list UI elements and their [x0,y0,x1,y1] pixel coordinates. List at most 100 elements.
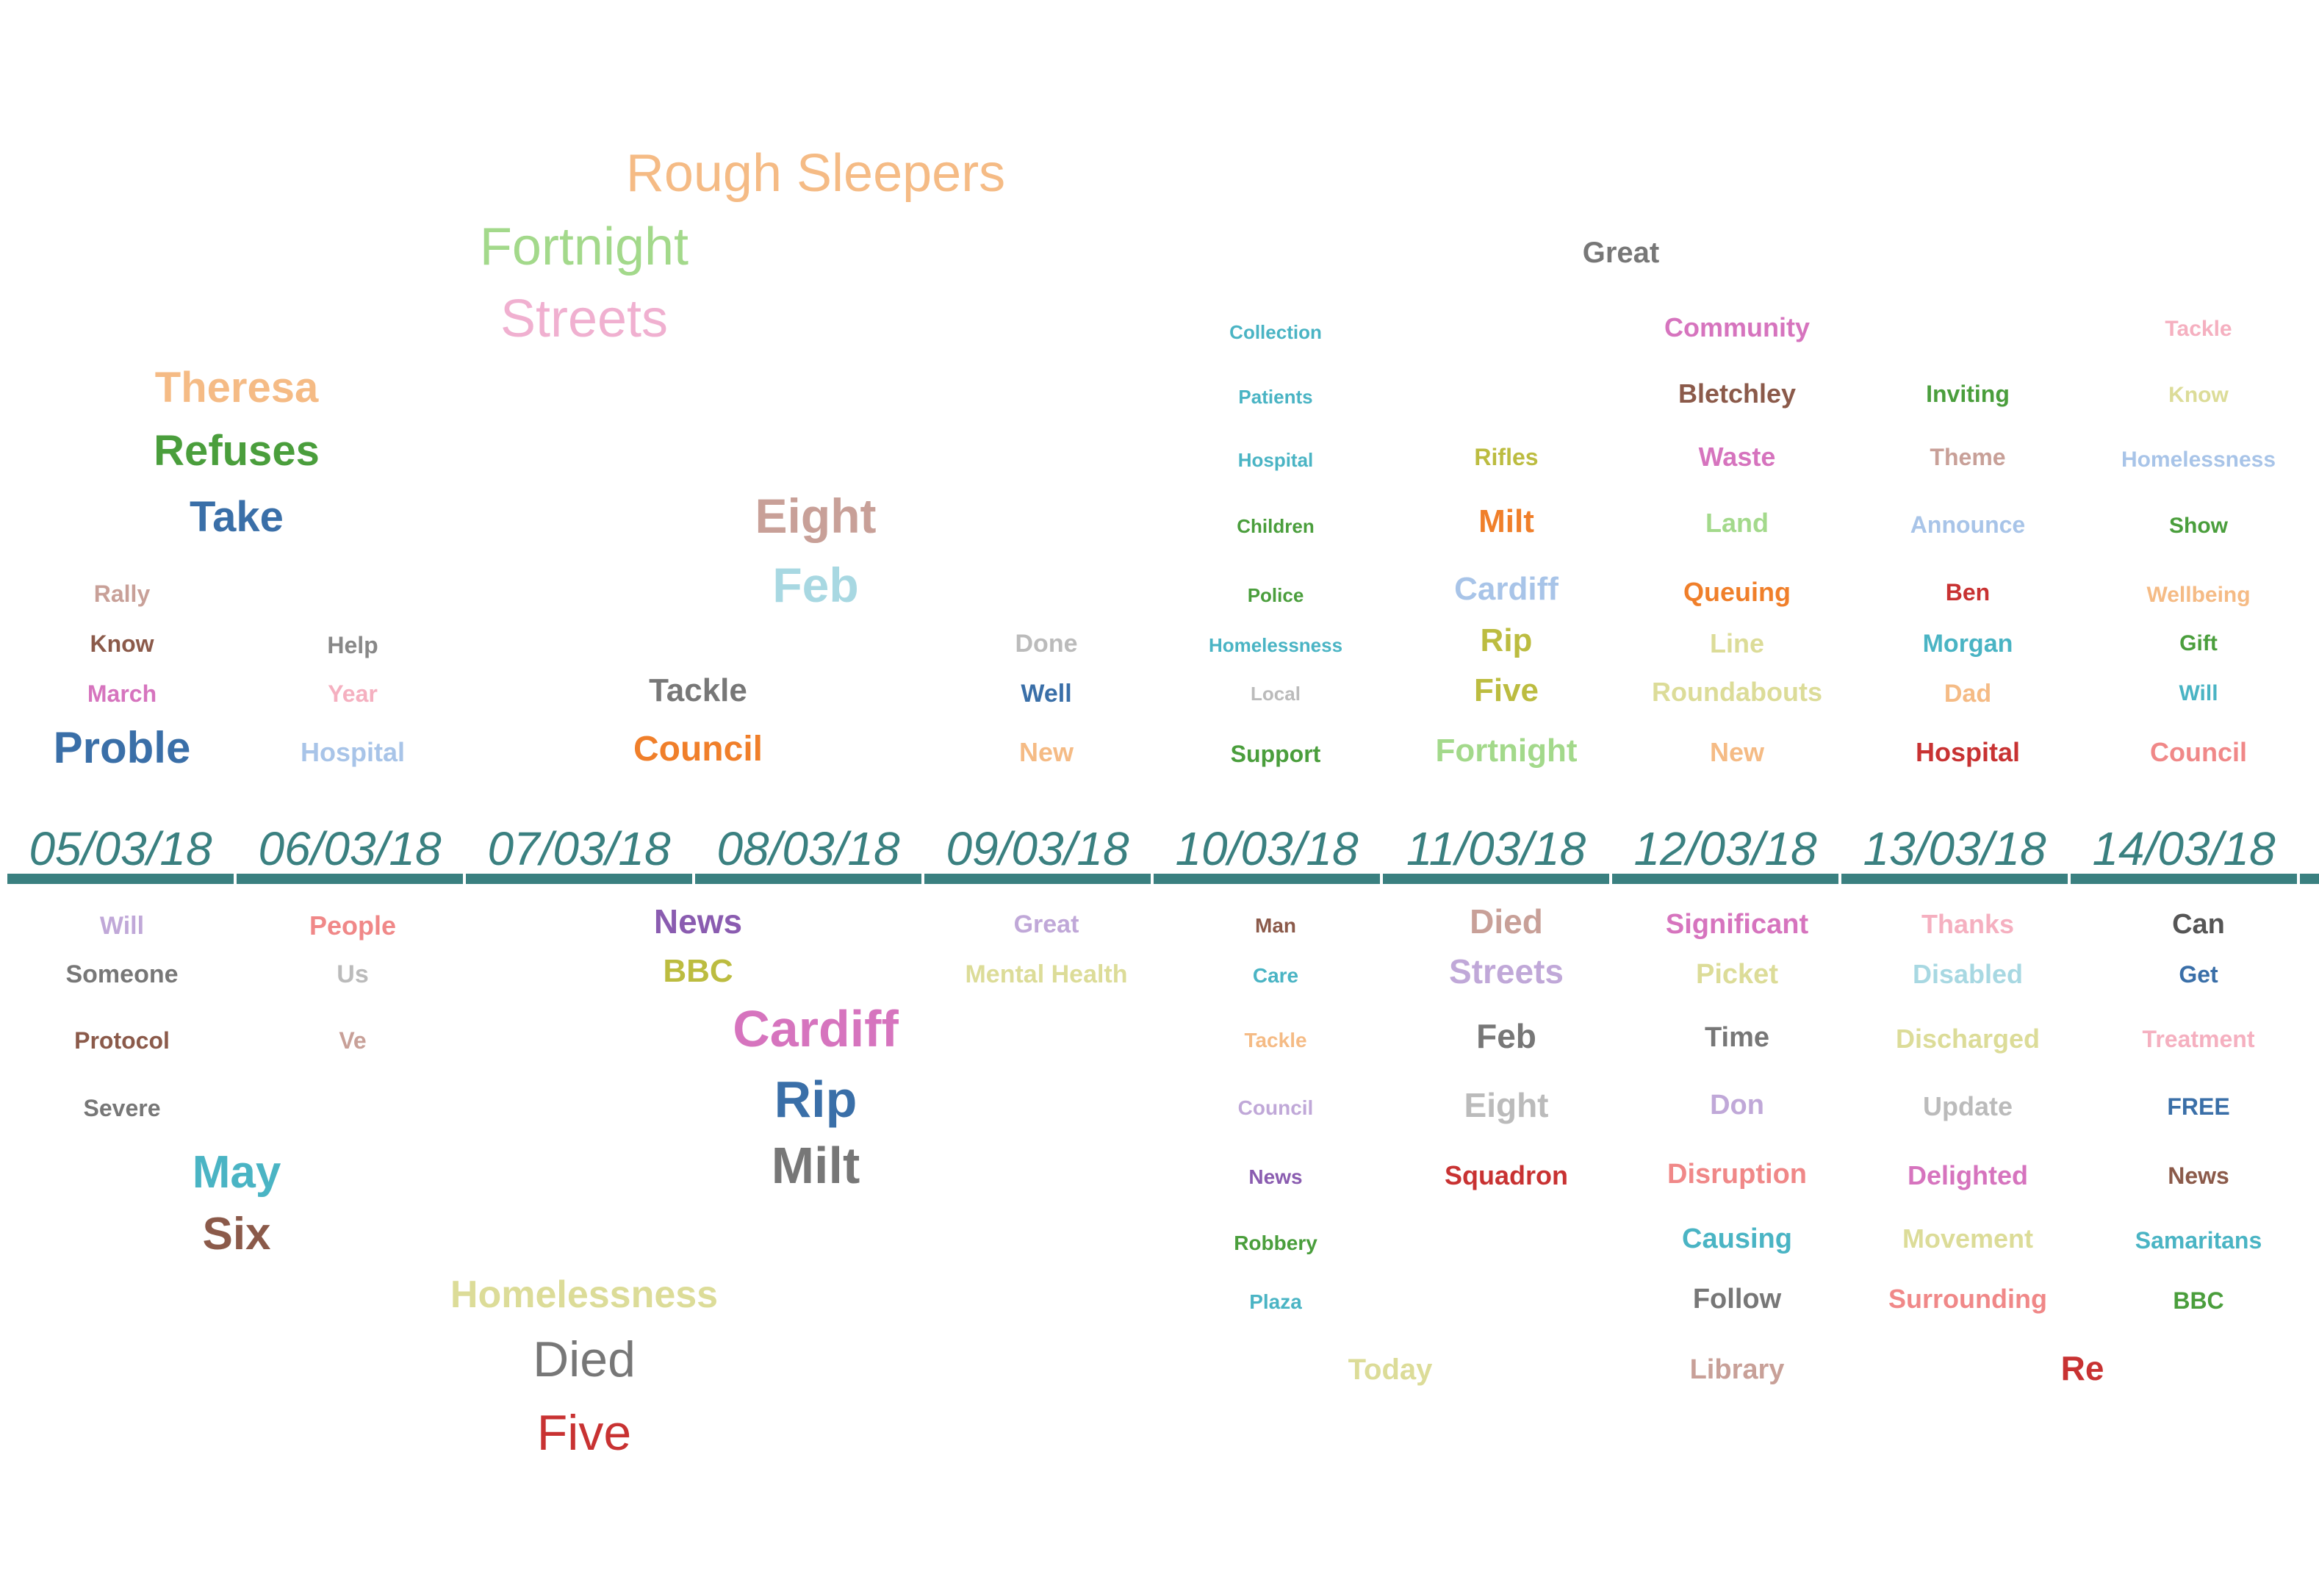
word-label: BBC [663,953,733,989]
word-label: Don [1710,1090,1764,1121]
word-label: Significant [1665,909,1809,940]
word-label: Feb [1476,1017,1536,1055]
word-label: Disruption [1667,1159,1807,1190]
word-label: Collection [1229,321,1322,343]
word-label: Care [1252,964,1299,987]
word-label: Died [533,1331,636,1387]
word-label: Squadron [1445,1160,1568,1190]
word-label: Council [2150,737,2247,767]
word-label: Surrounding [1888,1284,2047,1314]
word-label: Re [2060,1349,2104,1387]
word-label: Fortnight [1435,733,1578,769]
word-label: Council [1237,1096,1314,1119]
word-label: Tackle [1244,1029,1307,1052]
word-label: Six [202,1209,271,1259]
word-label: Mental Health [965,960,1128,988]
word-label: Inviting [1926,381,2010,407]
word-label: Hospital [300,737,406,767]
axis-segment [924,874,1151,884]
word-label: Help [327,632,378,658]
word-label: Update [1922,1091,2013,1121]
axis-segment [2071,874,2297,884]
word-label: Announce [1910,511,2026,538]
word-label: Theresa [154,364,319,411]
word-label: Homelessness [2121,447,2276,472]
word-label: Hospital [1237,449,1314,471]
date-label: 07/03/18 [487,822,671,875]
word-label: Tackle [649,672,747,708]
word-label: Well [1021,680,1072,708]
word-label: Streets [1449,952,1564,991]
word-label: Ve [339,1027,367,1054]
word-label: New [1709,737,1765,767]
word-label: People [309,910,397,941]
date-label: 13/03/18 [1863,822,2046,875]
word-label: Robbery [1234,1232,1317,1254]
word-label: Morgan [1922,630,2013,658]
word-label: Will [2179,681,2218,705]
word-label: Eight [1464,1086,1549,1124]
word-label: News [653,902,743,941]
word-label: Someone [65,960,179,988]
word-label: Protocol [74,1027,170,1054]
word-label: Done [1015,630,1078,658]
date-label: 11/03/18 [1406,822,1586,875]
word-label: Council [633,730,763,769]
word-label: Rough Sleepers [625,144,1006,203]
word-label: Waste [1698,442,1776,472]
word-label: Follow [1692,1284,1782,1315]
word-label: Gift [2179,631,2218,655]
word-label: Cardiff [1454,571,1558,607]
word-label: Today [1348,1354,1433,1386]
axis-segment [695,874,921,884]
word-label: Will [99,912,145,940]
word-label: Land [1705,508,1769,538]
word-label: Get [2179,961,2218,988]
word-label: March [87,680,157,707]
word-label: Know [2168,383,2229,407]
date-label: 10/03/18 [1175,822,1359,875]
date-label: 09/03/18 [946,822,1129,875]
word-label: Causing [1682,1223,1792,1254]
word-label: Community [1664,312,1810,342]
word-label: Line [1709,628,1765,658]
word-label: Year [328,680,378,707]
word-label: May [192,1147,281,1198]
word-label: Severe [83,1095,161,1121]
word-label: Great [1582,237,1660,269]
word-label: Thanks [1921,909,2015,939]
word-label: Cardiff [733,1000,899,1057]
date-label: 06/03/18 [258,822,442,875]
word-label: Picket [1696,959,1778,990]
word-label: Milt [1478,503,1534,539]
word-label: Great [1013,910,1079,938]
word-label: Discharged [1895,1024,2041,1054]
word-label: New [1018,737,1074,767]
word-label: Homelessness [1208,634,1343,656]
word-label: Five [1473,672,1539,708]
word-label: Roundabouts [1652,677,1822,707]
word-label: Eight [755,489,877,543]
word-label: Know [90,630,154,657]
word-label: Samaritans [2135,1227,2262,1254]
word-label: Streets [500,290,669,348]
word-label: Proble [53,723,191,772]
axis-segment [237,874,463,884]
axis-segment [7,874,234,884]
axis-segment [466,874,692,884]
axis-segment [1154,874,1380,884]
word-label: News [1248,1165,1303,1188]
word-label: Can [2172,909,2225,940]
word-label: Disabled [1912,959,2024,989]
word-label: Fortnight [479,218,689,276]
word-label: Rip [1480,622,1533,658]
word-label: Tackle [2165,317,2232,341]
word-label: Us [337,960,369,988]
word-label: Plaza [1249,1290,1302,1313]
word-label: Movement [1902,1223,2034,1254]
word-label: Support [1230,741,1321,767]
date-label: 12/03/18 [1633,822,1817,875]
word-label: BBC [2173,1287,2224,1314]
word-label: Feb [772,558,859,612]
